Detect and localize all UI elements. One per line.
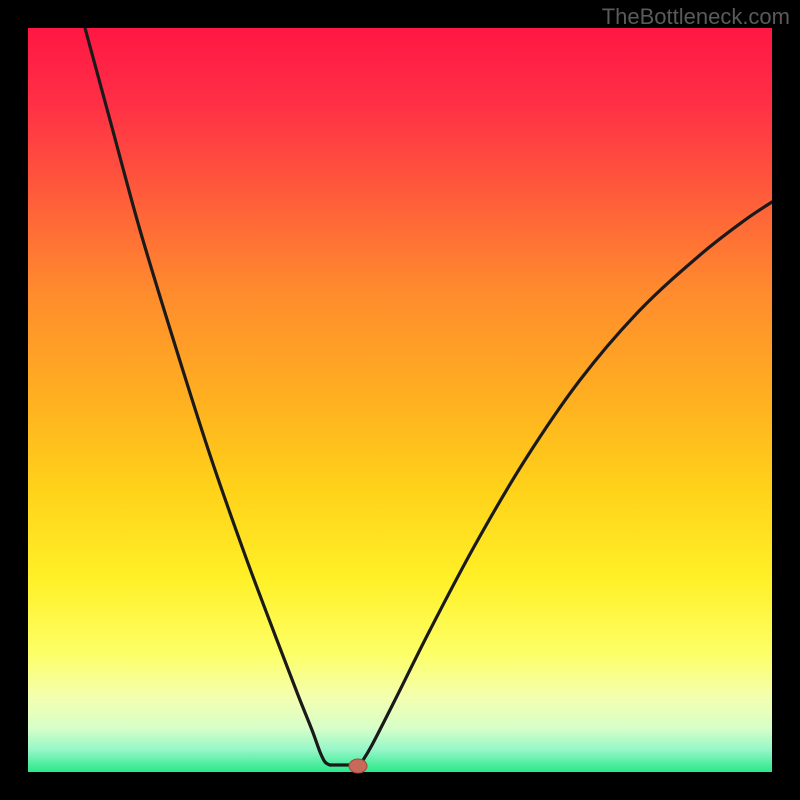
valley-marker [349,759,367,773]
plot-svg [0,0,800,800]
gradient-background [28,28,772,772]
plot-area [0,0,800,800]
chart-root: TheBottleneck.com [0,0,800,800]
watermark-text: TheBottleneck.com [602,4,790,30]
